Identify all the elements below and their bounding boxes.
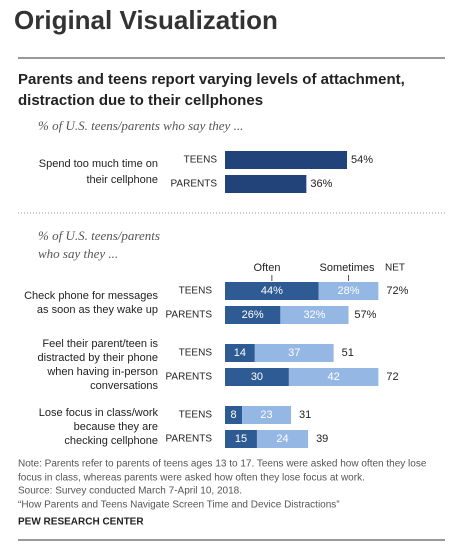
group-label: Lose focus in class/work [39, 407, 159, 419]
note: focus in class, whereas parents were ask… [18, 473, 365, 484]
value-label: 32% [303, 309, 325, 321]
report: “How Parents and Teens Navigate Screen T… [18, 500, 340, 511]
row-label: PARENTS [166, 372, 213, 383]
bar-segment [225, 306, 281, 324]
value-label: 15 [235, 433, 247, 445]
row-label: TEENS [179, 348, 213, 359]
bar [225, 151, 348, 169]
footer: PEW RESEARCH CENTER [18, 517, 144, 528]
bar-segment [225, 406, 243, 424]
value-label: 8 [230, 409, 236, 421]
row-label: TEENS [179, 286, 213, 297]
value-label: 44% [261, 285, 283, 297]
group-label: Spend too much time on [39, 158, 158, 170]
bar-segment [256, 430, 309, 448]
value-label: 54% [351, 154, 373, 166]
group-label: Feel their parent/teen is [42, 338, 158, 350]
group-label: Check phone for messages [24, 290, 158, 302]
chart-title: Parents and teens report varying levels … [18, 71, 405, 88]
value-label: 30 [251, 371, 263, 383]
bar-segment [225, 344, 255, 362]
bar-segment [225, 430, 257, 448]
group-label: conversations [90, 380, 158, 392]
row-label: TEENS [179, 410, 213, 421]
bar-segment [280, 306, 349, 324]
source: Source: Survey conducted March 7-April 1… [18, 486, 242, 497]
group-label: because they are [74, 421, 158, 433]
row-label: PARENTS [171, 179, 218, 190]
net-label: 31 [299, 409, 311, 421]
net-label: 51 [342, 347, 354, 359]
net-label: 72 [386, 371, 398, 383]
value-label: 37 [288, 347, 300, 359]
subtitle: who say they ... [38, 246, 118, 261]
net-label: 72% [386, 285, 408, 297]
bar-segment [288, 368, 379, 386]
chart-title: distraction due to their cellphones [18, 92, 263, 109]
bar-segment [242, 406, 292, 424]
bar [225, 175, 307, 193]
group-label: when having in-person [46, 366, 158, 378]
row-label: TEENS [184, 155, 218, 166]
value-label: 28% [338, 285, 360, 297]
legend-label: NET [385, 263, 405, 274]
group-label: as soon as they wake up [37, 304, 158, 316]
value-label: 14 [234, 347, 246, 359]
bar-segment [318, 282, 379, 300]
net-label: 57% [354, 309, 376, 321]
subtitle: % of U.S. teens/parents who say they ... [38, 118, 243, 133]
value-label: 24 [276, 433, 288, 445]
header: Original Visualization [14, 5, 278, 35]
note: Note: Parents refer to parents of teens … [18, 459, 427, 470]
bar-segment [225, 368, 289, 386]
value-label: 42 [328, 371, 340, 383]
value-label: 36% [310, 178, 332, 190]
value-label: 26% [242, 309, 264, 321]
net-label: 39 [316, 433, 328, 445]
bar-segment [225, 282, 319, 300]
legend-label: Sometimes [319, 262, 375, 274]
subtitle: % of U.S. teens/parents [38, 228, 160, 243]
bar-segment [254, 344, 334, 362]
row-label: PARENTS [166, 434, 213, 445]
group-label: distracted by their phone [38, 352, 158, 364]
row-label: PARENTS [166, 310, 213, 321]
value-label: 23 [260, 409, 272, 421]
group-label: their cellphone [86, 174, 158, 186]
legend-label: Often [254, 262, 281, 274]
group-label: checking cellphone [64, 435, 158, 447]
